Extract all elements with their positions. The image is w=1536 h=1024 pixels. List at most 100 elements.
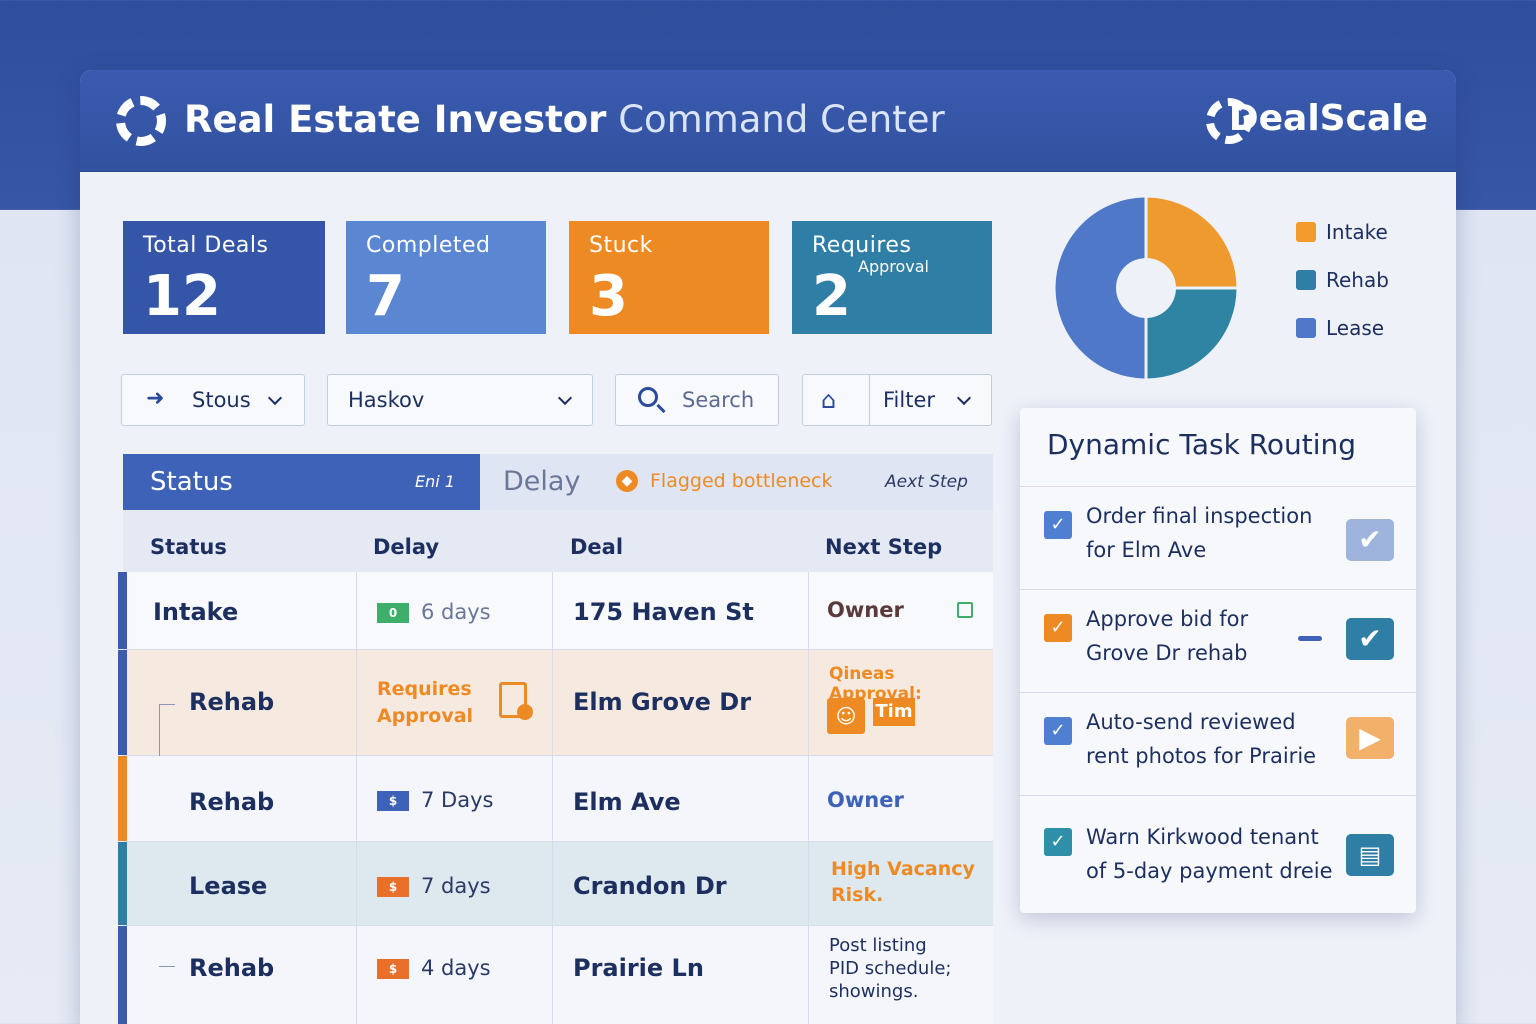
kpi-label: Requires	[812, 233, 912, 258]
assignee-tag[interactable]: Tim	[873, 698, 915, 726]
check-icon[interactable]: ✔	[1346, 519, 1394, 561]
panel-title: Dynamic Task Routing	[1047, 428, 1357, 461]
table-row[interactable]: Rehab $4 days Prairie Ln Post listing PI…	[118, 926, 993, 1024]
task-item[interactable]: ✓ Warn Kirkwood tenant of 5-day payment d…	[1020, 795, 1416, 898]
row-accent	[118, 842, 127, 925]
filter-dropdown[interactable]: ⌂ Filter	[802, 374, 992, 426]
approval-document-icon	[499, 682, 527, 718]
owner-dropdown-value: Haskov	[348, 388, 425, 412]
task-item[interactable]: ✓ Order final inspection for Elm Ave ✔	[1020, 486, 1416, 589]
next-step-line1: High Vacancy	[831, 858, 975, 880]
check-icon[interactable]: ✔	[1346, 618, 1394, 660]
column-header-next-step[interactable]: Next Step	[825, 535, 943, 559]
task-text-line1: Auto-send reviewed	[1086, 710, 1296, 734]
task-text-line2: of 5-day payment dreie	[1086, 859, 1333, 883]
legend-item-intake: Intake	[1296, 220, 1388, 244]
app-window: Real Estate Investor Command Center Deal…	[80, 70, 1456, 1024]
flagged-bottleneck-label[interactable]: Flagged bottleneck	[650, 470, 833, 492]
row-accent	[118, 650, 127, 755]
kpi-requires-approval[interactable]: Requires Approval 2	[792, 221, 992, 334]
kpi-total-deals[interactable]: Total Deals 12	[123, 221, 325, 334]
logo-icon	[116, 96, 166, 146]
app-title: Real Estate Investor Command Center	[184, 98, 945, 141]
kpi-label: Completed	[366, 233, 491, 258]
kpi-completed[interactable]: Completed 7	[346, 221, 546, 334]
search-placeholder: Search	[682, 388, 755, 412]
column-header-deal[interactable]: Deal	[570, 535, 624, 559]
chevron-down-icon	[557, 390, 573, 406]
deal-name[interactable]: Crandon Dr	[573, 872, 727, 900]
cell-status: Intake	[123, 572, 356, 649]
deal-name[interactable]: Elm Grove Dr	[573, 688, 752, 716]
message-icon[interactable]: ▤	[1346, 834, 1394, 876]
column-header-status[interactable]: Status	[150, 535, 227, 559]
stage-label: Rehab	[189, 954, 275, 982]
next-step-line2: Risk.	[831, 884, 884, 906]
status-dropdown[interactable]: ➜ Stous	[121, 374, 305, 426]
minus-icon	[1298, 636, 1322, 641]
tab-status[interactable]: Status Eni 1	[123, 454, 480, 510]
cell-delay: $4 days	[356, 926, 552, 1024]
delay-label-line2: Approval	[377, 705, 474, 727]
search-box[interactable]: Search	[615, 374, 779, 426]
pie-slice-lease[interactable]	[1052, 194, 1148, 382]
cell-deal: Elm Ave	[552, 756, 808, 841]
tab-status-label: Status	[150, 467, 233, 497]
table-row[interactable]: Rehab $7 Days Elm Ave Owner	[118, 756, 993, 842]
checkbox-checked-icon[interactable]: ✓	[1044, 717, 1072, 745]
owner-dropdown[interactable]: Haskov	[327, 374, 593, 426]
task-text-line2: rent photos for Prairie	[1086, 744, 1317, 768]
stage-label: Rehab	[189, 688, 275, 716]
legend-label: Rehab	[1326, 268, 1389, 292]
table-row[interactable]: Lease $7 days Crandon Dr High Vacancy Ri…	[118, 842, 993, 926]
task-item[interactable]: ✓ Auto-send reviewed rent photos for Prai…	[1020, 692, 1416, 795]
checkbox-checked-icon[interactable]: ✓	[1044, 614, 1072, 642]
cell-delay: Requires Approval	[356, 650, 552, 755]
checkbox-checked-icon[interactable]: ✓	[1044, 828, 1072, 856]
deal-name[interactable]: Prairie Ln	[573, 954, 704, 982]
app-title-light: Command Center	[618, 98, 945, 141]
cell-status: Rehab	[123, 926, 356, 1024]
deal-name[interactable]: Elm Ave	[573, 788, 681, 816]
tab-delay[interactable]: Delay	[503, 466, 581, 497]
checkbox-icon[interactable]	[957, 602, 973, 618]
cell-status: Rehab	[123, 756, 356, 841]
approval-face-icon: ☺	[827, 698, 865, 734]
checkbox-checked-icon[interactable]: ✓	[1044, 511, 1072, 539]
table-row[interactable]: Intake 0 6 days 175 Haven St Owner	[118, 572, 993, 650]
pie-slice-rehab[interactable]	[1144, 286, 1240, 382]
legend-swatch	[1296, 318, 1316, 338]
task-item[interactable]: ✓ Approve bid for Grove Dr rehab ✔	[1020, 589, 1416, 692]
search-icon-handle	[656, 403, 666, 414]
delay-value: 6 days	[421, 600, 491, 624]
cell-next-step: Qineas Approval: ☺ Tim	[808, 650, 993, 755]
legend-swatch	[1296, 270, 1316, 290]
tab-next-step[interactable]: Aext Step	[885, 472, 968, 492]
column-header-delay[interactable]: Delay	[373, 535, 440, 559]
play-icon[interactable]: ▶	[1346, 717, 1394, 759]
cell-deal: 175 Haven St	[552, 572, 808, 649]
task-text-line2: for Elm Ave	[1086, 538, 1207, 562]
row-accent	[118, 572, 127, 649]
delay-label-line1: Requires	[377, 678, 472, 700]
kpi-stuck[interactable]: Stuck 3	[569, 221, 769, 334]
arrow-right-icon: ➜	[146, 386, 165, 411]
delay-value: 7 Days	[421, 788, 494, 812]
table-row[interactable]: Rehab Requires Approval Elm Grove Dr Qin…	[118, 650, 993, 954]
pie-slice-intake[interactable]	[1144, 194, 1240, 290]
cell-next-step: Owner	[808, 756, 993, 841]
deal-name[interactable]: 175 Haven St	[573, 598, 754, 626]
delay-chip: $	[377, 959, 409, 979]
row-accent	[118, 926, 127, 1024]
task-text-line2: Grove Dr rehab	[1086, 641, 1248, 665]
kpi-value: 12	[143, 264, 221, 329]
task-text-line1: Warn Kirkwood tenant	[1086, 825, 1319, 849]
legend-item-lease: Lease	[1296, 316, 1384, 340]
row-accent	[118, 756, 127, 841]
stage-label: Lease	[189, 872, 268, 900]
task-text-line1: Approve bid for	[1086, 607, 1249, 631]
legend-label: Intake	[1326, 220, 1388, 244]
next-step-line1: Post listing	[829, 935, 927, 956]
next-step-label: Owner	[827, 598, 904, 622]
chevron-down-icon	[956, 390, 972, 406]
